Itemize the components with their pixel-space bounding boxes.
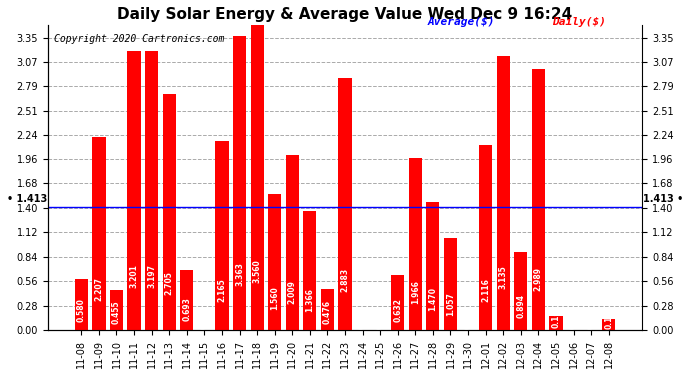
Bar [268,194,282,330]
Bar [426,202,440,330]
Bar [321,288,334,330]
Bar [128,51,141,330]
Text: 0.693: 0.693 [182,297,191,321]
Bar [532,69,545,330]
Text: 0.000: 0.000 [200,305,209,329]
Bar [303,211,317,330]
Text: 0.476: 0.476 [323,300,332,324]
Bar [497,56,510,330]
Text: 1.366: 1.366 [306,288,315,312]
Text: Copyright 2020 Cartronics.com: Copyright 2020 Cartronics.com [54,34,224,44]
Text: 0.000: 0.000 [464,305,473,329]
Bar [180,270,193,330]
Text: 3.135: 3.135 [499,265,508,289]
Text: 3.363: 3.363 [235,262,244,286]
Bar [391,275,404,330]
Bar [338,78,352,330]
Bar [215,141,228,330]
Text: 2.165: 2.165 [217,278,226,302]
Text: 0.632: 0.632 [393,298,402,322]
Text: 0.000: 0.000 [586,305,595,329]
Text: 0.124: 0.124 [604,305,613,329]
Bar [514,252,527,330]
Text: 0.163: 0.163 [551,304,560,328]
Text: 0.000: 0.000 [569,305,578,329]
Title: Daily Solar Energy & Average Value Wed Dec 9 16:24: Daily Solar Energy & Average Value Wed D… [117,7,573,22]
Text: 1.413 •: 1.413 • [643,194,683,204]
Bar [479,146,492,330]
Bar [286,154,299,330]
Text: 2.989: 2.989 [534,267,543,291]
Text: 0.000: 0.000 [375,305,384,329]
Bar [549,316,562,330]
Bar [250,19,264,330]
Bar [233,36,246,330]
Text: 0.455: 0.455 [112,300,121,324]
Bar [444,238,457,330]
Bar [110,290,123,330]
Text: 1.560: 1.560 [270,286,279,310]
Bar [75,279,88,330]
Text: 3.201: 3.201 [130,264,139,288]
Text: 1.966: 1.966 [411,280,420,304]
Bar [163,94,176,330]
Bar [145,51,158,330]
Text: 3.560: 3.560 [253,260,262,284]
Text: 1.057: 1.057 [446,292,455,316]
Bar [602,319,615,330]
Text: 0.580: 0.580 [77,298,86,322]
Text: 2.116: 2.116 [481,279,490,302]
Text: 0.894: 0.894 [516,294,525,318]
Bar [408,158,422,330]
Text: 2.883: 2.883 [340,268,350,292]
Text: 2.705: 2.705 [165,271,174,295]
Text: 2.009: 2.009 [288,280,297,304]
Text: 2.207: 2.207 [95,277,103,301]
Text: 1.470: 1.470 [428,287,437,311]
Text: Average($): Average($) [428,17,495,27]
Bar [92,137,106,330]
Text: Daily($): Daily($) [552,17,606,27]
Text: • 1.413: • 1.413 [7,194,47,204]
Text: 3.197: 3.197 [147,264,156,288]
Text: 0.000: 0.000 [358,305,367,329]
